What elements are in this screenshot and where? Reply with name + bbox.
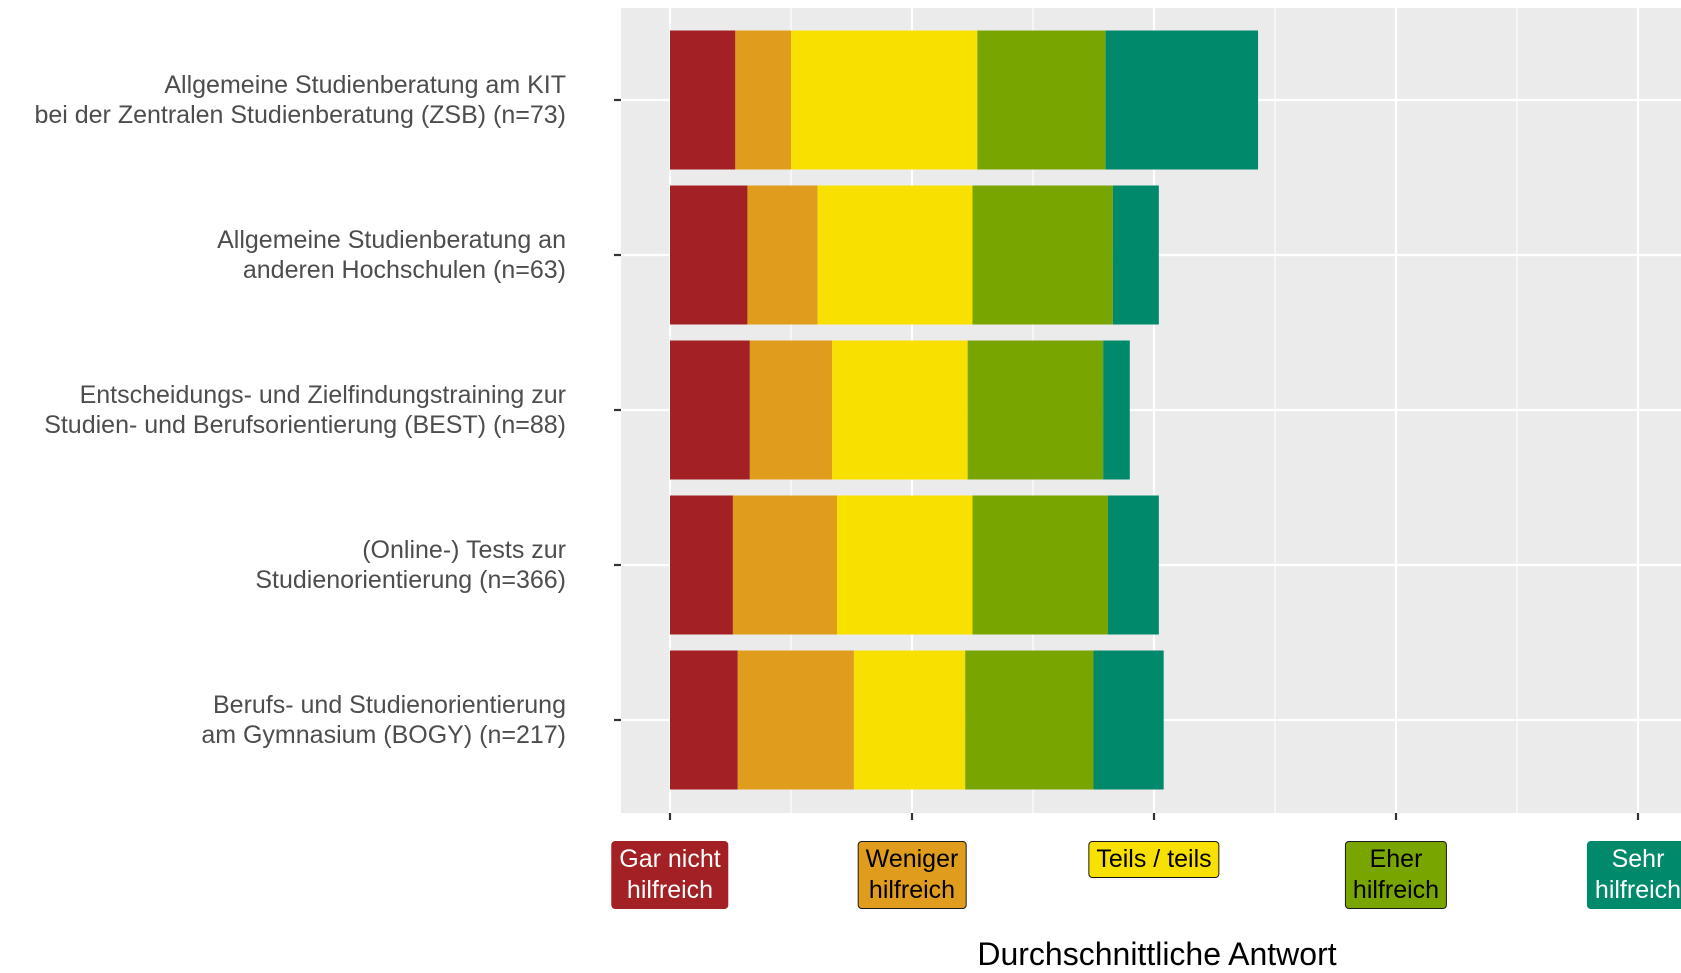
bar-segment — [972, 495, 1109, 635]
bar-segment — [1105, 30, 1259, 170]
bar-segment — [972, 185, 1113, 325]
bar-segment — [670, 650, 738, 790]
bar-segment — [977, 30, 1106, 170]
bar-segment — [836, 495, 973, 635]
bar-segment — [817, 185, 973, 325]
category-label: Allgemeine Studienberatung an anderen Ho… — [217, 226, 566, 284]
bar-segment — [735, 30, 791, 170]
bars — [670, 30, 1259, 790]
bar-segment — [747, 185, 818, 325]
x-axis-title: Durchschnittliche Antwort — [977, 936, 1337, 972]
bar-segment — [853, 650, 966, 790]
bar-segment — [791, 30, 978, 170]
x-tick-label: Sehr hilfreich — [1586, 841, 1681, 909]
bar-segment — [670, 340, 750, 480]
bar-segment — [732, 495, 837, 635]
x-tick-label: Eher hilfreich — [1344, 841, 1448, 909]
bar-segment — [1112, 185, 1159, 325]
bar-segment — [967, 340, 1104, 480]
bar-segment — [670, 185, 748, 325]
bar-segment — [670, 495, 733, 635]
bar-segment — [670, 30, 736, 170]
bar-segment — [965, 650, 1094, 790]
bar-segment — [1103, 340, 1130, 480]
x-tick-label: Gar nicht hilfreich — [611, 841, 729, 909]
bar-segment — [749, 340, 833, 480]
category-label: Entscheidungs- und Zielfindungstraining … — [44, 381, 566, 439]
category-label: Allgemeine Studienberatung am KIT bei de… — [34, 71, 566, 129]
axis-ticks — [614, 98, 1640, 820]
bar-segment — [832, 340, 968, 480]
x-tick-label: Teils / teils — [1088, 841, 1220, 878]
category-label: Berufs- und Studienorientierung am Gymna… — [201, 691, 566, 749]
bar-segment — [1093, 650, 1164, 790]
bar-segment — [1108, 495, 1159, 635]
x-tick-label: Weniger hilfreich — [857, 841, 967, 909]
category-label: (Online-) Tests zur Studienorientierung … — [255, 536, 566, 594]
bar-segment — [737, 650, 854, 790]
